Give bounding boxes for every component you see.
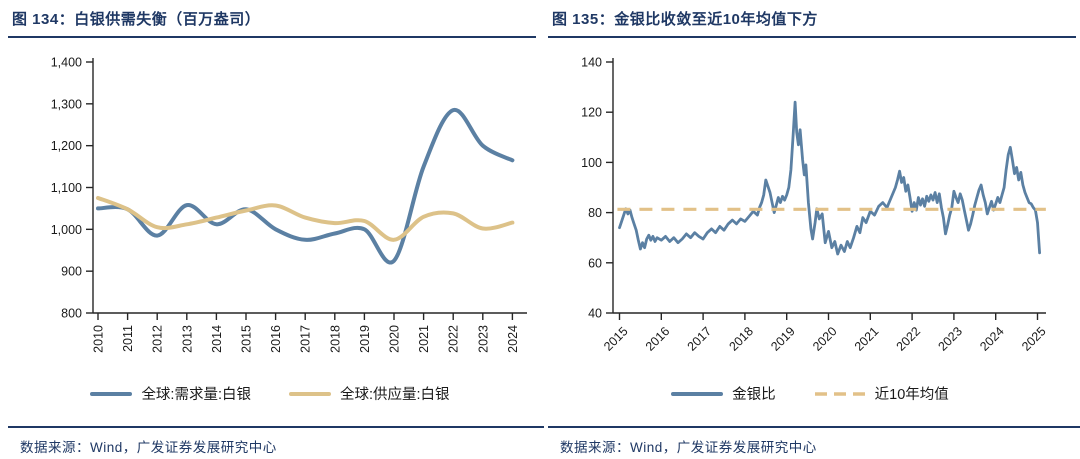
y-tick-label: 80 bbox=[588, 206, 602, 220]
x-tick-label: 2018 bbox=[328, 325, 342, 353]
x-tick-label: 2017 bbox=[685, 324, 715, 354]
ratio-line-swatch bbox=[671, 391, 724, 396]
legend-item-demand: 全球:需求量:白银 bbox=[90, 383, 251, 404]
x-tick-label: 2019 bbox=[768, 324, 798, 354]
y-tick-label: 1,000 bbox=[51, 223, 82, 237]
x-tick-label: 2023 bbox=[935, 324, 965, 354]
silver-supply-demand-chart: 800 900 1,000 1,100 1,200 1,300 1,400 2010 2011 2… bbox=[51, 56, 527, 353]
series-line-0 bbox=[96, 108, 515, 265]
x-tick-label: 2011 bbox=[121, 325, 135, 352]
x-tick-label: 2016 bbox=[269, 325, 283, 353]
x-tick-label: 2022 bbox=[447, 325, 461, 353]
x-tick-label: 2015 bbox=[240, 325, 254, 353]
x-tick-label: 2021 bbox=[852, 324, 882, 354]
legend-label-mean: 近10年均值 bbox=[874, 387, 949, 403]
y-tick-label: 1,300 bbox=[51, 97, 82, 111]
legend-item-ratio: 金银比 bbox=[671, 383, 776, 404]
x-tick-label: 2024 bbox=[977, 324, 1007, 354]
y-tick-label: 1,200 bbox=[51, 139, 82, 153]
legend-left-chart: 全球:需求量:白银 全球:供应量:白银 bbox=[0, 383, 540, 404]
y-tick-label: 800 bbox=[61, 307, 82, 321]
x-tick-label: 2020 bbox=[810, 324, 840, 354]
chart-title-gold-silver-ratio: 图 135：金银比收敛至近10年均值下方 bbox=[548, 8, 1076, 38]
y-tick-label: 900 bbox=[61, 265, 82, 279]
x-tick-label: 2012 bbox=[151, 325, 165, 353]
series-line-1 bbox=[96, 195, 515, 242]
chart-title-silver-supply-demand: 图 134：白银供需失衡（百万盎司） bbox=[8, 8, 536, 38]
x-tick-label: 2022 bbox=[894, 324, 924, 354]
x-tick-label: 2013 bbox=[180, 325, 194, 353]
x-tick-label: 2024 bbox=[506, 325, 520, 353]
supply-line-swatch bbox=[289, 391, 331, 396]
legend-item-supply: 全球:供应量:白银 bbox=[289, 383, 450, 404]
series-line-0 bbox=[618, 100, 1041, 256]
legend-label-supply: 全球:供应量:白银 bbox=[340, 387, 450, 403]
y-tick-label: 120 bbox=[581, 106, 602, 120]
x-tick-label: 2019 bbox=[358, 325, 372, 353]
legend-label-demand: 全球:需求量:白银 bbox=[141, 387, 251, 403]
legend-label-ratio: 金银比 bbox=[732, 387, 776, 403]
y-tick-label: 140 bbox=[581, 56, 602, 70]
x-tick-label: 2015 bbox=[601, 324, 631, 354]
x-tick-label: 2025 bbox=[1019, 324, 1049, 354]
x-tick-label: 2023 bbox=[476, 325, 490, 353]
gold-silver-ratio-chart: 40 60 80 100 120 140 2015 2016 2017 2018 2019 2020 2… bbox=[581, 56, 1049, 354]
x-tick-label: 2020 bbox=[388, 325, 402, 353]
legend-item-mean: 近10年均值 bbox=[814, 383, 949, 404]
demand-line-swatch bbox=[90, 391, 133, 396]
x-tick-label: 2021 bbox=[417, 325, 431, 353]
x-tick-label: 2010 bbox=[92, 325, 106, 353]
y-tick-label: 1,100 bbox=[51, 181, 82, 195]
y-tick-label: 100 bbox=[581, 156, 602, 170]
x-tick-label: 2018 bbox=[726, 324, 756, 354]
y-tick-label: 40 bbox=[588, 307, 602, 321]
x-tick-label: 2017 bbox=[299, 325, 313, 353]
x-tick-label: 2014 bbox=[210, 325, 224, 353]
x-tick-label: 2016 bbox=[643, 324, 673, 354]
data-source-left: 数据来源：Wind，广发证券发展研究中心 bbox=[8, 426, 544, 456]
mean-dash-swatch bbox=[814, 391, 865, 396]
legend-right-chart: 金银比 近10年均值 bbox=[540, 383, 1080, 404]
data-source-right: 数据来源：Wind，广发证券发展研究中心 bbox=[548, 426, 1080, 456]
y-tick-label: 60 bbox=[588, 256, 602, 270]
y-tick-label: 1,400 bbox=[51, 56, 82, 70]
